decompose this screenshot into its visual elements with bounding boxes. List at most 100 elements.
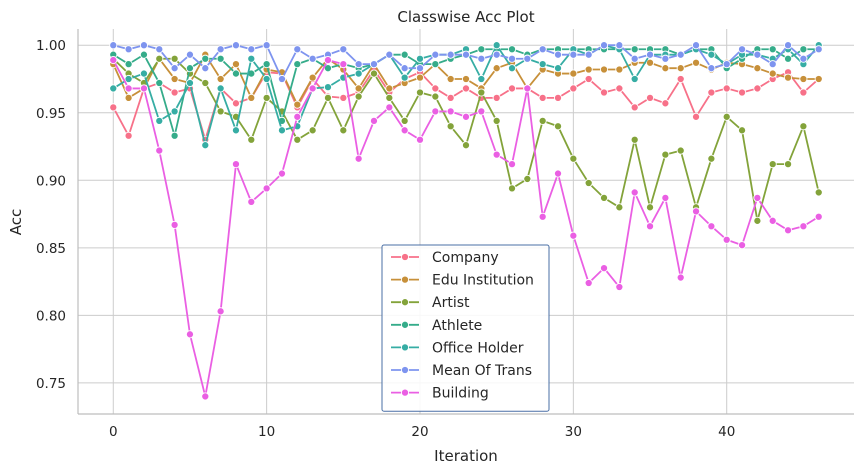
data-point bbox=[369, 69, 379, 78]
data-point bbox=[599, 41, 609, 50]
legend-swatch-marker bbox=[400, 388, 410, 397]
data-point bbox=[630, 45, 639, 54]
legend-item: Edu Institution bbox=[391, 273, 534, 289]
data-point bbox=[400, 64, 409, 73]
data-point bbox=[385, 103, 394, 112]
data-point bbox=[339, 60, 348, 69]
data-point bbox=[461, 112, 471, 121]
data-point bbox=[707, 88, 716, 97]
data-point bbox=[293, 45, 302, 54]
data-point bbox=[216, 45, 225, 54]
data-point bbox=[492, 150, 501, 159]
data-point bbox=[431, 92, 440, 101]
data-point bbox=[707, 50, 716, 59]
data-point bbox=[477, 74, 486, 84]
data-point bbox=[477, 54, 486, 63]
data-point bbox=[354, 60, 363, 69]
data-point bbox=[722, 235, 731, 244]
data-point bbox=[814, 188, 823, 197]
data-point bbox=[630, 188, 639, 197]
x-tick-label: 20 bbox=[411, 424, 428, 440]
data-point bbox=[722, 60, 731, 69]
data-point bbox=[615, 41, 624, 50]
data-point bbox=[446, 122, 455, 131]
data-point bbox=[216, 84, 225, 93]
data-point bbox=[799, 222, 808, 231]
x-tick-label: 10 bbox=[258, 424, 275, 440]
data-point bbox=[293, 60, 302, 69]
data-point bbox=[139, 69, 148, 78]
data-point bbox=[523, 84, 532, 93]
data-point bbox=[661, 99, 670, 108]
data-point bbox=[385, 93, 394, 102]
data-point bbox=[231, 41, 241, 50]
data-point bbox=[124, 60, 133, 69]
x-tick-label: 0 bbox=[109, 424, 118, 440]
data-point bbox=[569, 154, 578, 163]
data-point bbox=[308, 54, 317, 63]
data-point bbox=[109, 41, 118, 50]
data-point bbox=[737, 126, 747, 135]
data-point bbox=[814, 45, 823, 54]
data-point bbox=[431, 84, 440, 93]
data-point bbox=[124, 74, 133, 84]
data-point bbox=[354, 84, 363, 93]
data-point bbox=[630, 54, 639, 63]
data-point bbox=[691, 207, 701, 216]
data-point bbox=[293, 112, 302, 121]
data-point bbox=[170, 220, 179, 229]
data-point bbox=[492, 116, 501, 125]
legend-swatch-marker bbox=[400, 275, 410, 284]
data-point bbox=[599, 65, 609, 74]
data-point bbox=[354, 154, 363, 163]
data-point bbox=[431, 60, 440, 69]
data-point bbox=[753, 64, 762, 73]
data-point bbox=[661, 64, 670, 73]
data-point bbox=[262, 184, 271, 193]
data-point bbox=[630, 103, 639, 112]
data-point bbox=[737, 88, 747, 97]
data-point bbox=[170, 74, 179, 84]
data-point bbox=[415, 54, 425, 63]
data-point bbox=[277, 74, 287, 84]
data-point bbox=[630, 135, 639, 144]
legend-label: Artist bbox=[432, 295, 470, 311]
data-point bbox=[216, 54, 225, 63]
data-point bbox=[155, 45, 164, 54]
data-point bbox=[784, 41, 793, 50]
legend: Company Edu Institution Artist Athlete Offic… bbox=[381, 244, 550, 412]
data-point bbox=[231, 99, 241, 108]
data-point bbox=[722, 84, 731, 93]
data-point bbox=[569, 84, 578, 93]
data-point bbox=[201, 141, 210, 150]
data-point bbox=[262, 60, 271, 69]
data-point bbox=[784, 73, 793, 82]
data-point bbox=[277, 169, 287, 178]
data-point bbox=[722, 112, 731, 121]
data-point bbox=[768, 160, 777, 169]
data-point bbox=[461, 74, 471, 84]
data-point bbox=[538, 60, 547, 69]
legend-swatch-marker bbox=[400, 320, 410, 329]
data-point bbox=[400, 126, 409, 135]
data-point bbox=[599, 264, 609, 273]
x-tick-label: 30 bbox=[565, 424, 582, 440]
axes: 0 10 20 30 40 0.75 0.80 0.85 0.90 0.95 1.00 bbox=[36, 29, 854, 440]
data-point bbox=[630, 74, 639, 84]
data-point bbox=[216, 107, 225, 116]
data-point bbox=[507, 45, 517, 54]
data-point bbox=[231, 126, 241, 135]
data-point bbox=[369, 60, 379, 69]
data-point bbox=[231, 160, 241, 169]
data-point bbox=[231, 60, 241, 69]
data-point bbox=[569, 69, 578, 78]
data-point bbox=[124, 45, 133, 54]
data-point bbox=[339, 93, 348, 102]
data-point bbox=[691, 58, 701, 67]
data-point bbox=[323, 56, 333, 65]
data-point bbox=[385, 50, 394, 59]
data-point bbox=[753, 193, 762, 202]
data-point bbox=[124, 93, 133, 102]
data-point bbox=[553, 122, 563, 131]
data-point bbox=[584, 178, 593, 188]
